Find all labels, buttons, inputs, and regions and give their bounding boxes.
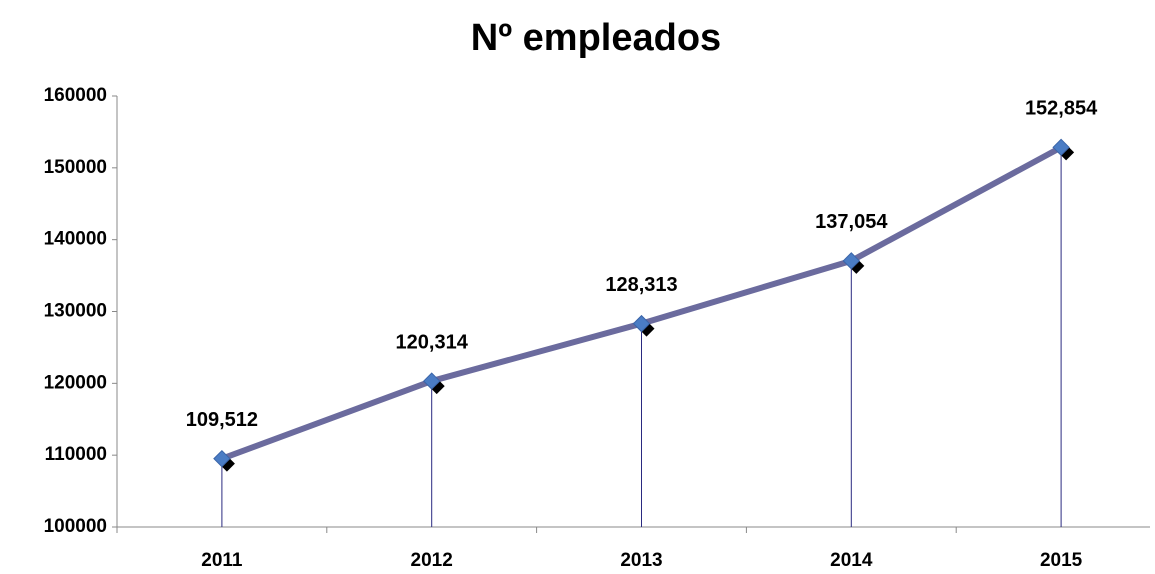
y-tick-label: 110000: [45, 444, 107, 465]
y-tick-label: 130000: [44, 301, 107, 322]
y-tick-label: 160000: [44, 85, 107, 106]
data-label: 152,854: [1025, 98, 1098, 120]
x-tick-label: 2012: [411, 550, 453, 571]
marker: [632, 314, 651, 333]
marker: [422, 372, 441, 390]
y-tick-label: 150000: [44, 157, 107, 178]
marker: [213, 449, 231, 468]
y-tick-label: 140000: [44, 229, 107, 250]
data-label: 137,054: [815, 211, 888, 233]
data-label: 120,314: [396, 331, 469, 353]
y-tick-label: 120000: [44, 372, 107, 393]
marker: [842, 252, 861, 270]
y-tick-label: 100000: [44, 516, 107, 537]
x-tick-label: 2014: [830, 550, 873, 571]
x-tick-label: 2015: [1040, 550, 1083, 571]
x-tick-label: 2011: [201, 550, 243, 571]
x-tick-label: 2013: [620, 550, 662, 571]
chart-title: Nº empleados: [471, 17, 721, 59]
data-label: 128,313: [605, 274, 677, 296]
marker: [1052, 138, 1070, 157]
data-label: 109,512: [186, 409, 258, 431]
